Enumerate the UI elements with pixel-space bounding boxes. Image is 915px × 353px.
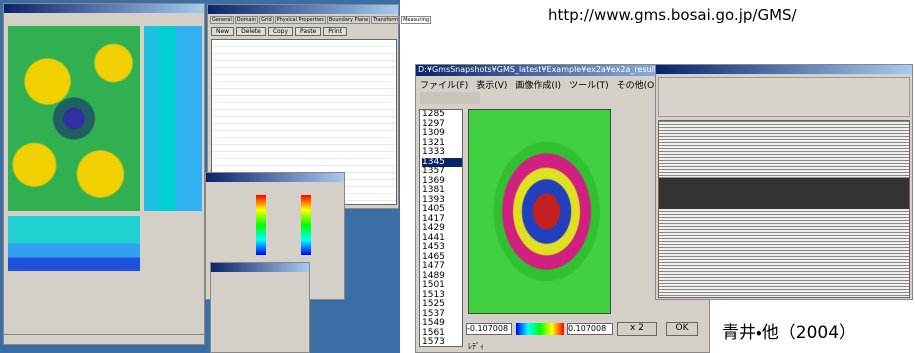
model-window: [3, 3, 205, 345]
button[interactable]: New: [211, 27, 234, 36]
menu-item[interactable]: ツール(T): [569, 78, 609, 91]
color-bar: [516, 323, 564, 335]
button[interactable]: Copy: [268, 27, 293, 36]
min-field[interactable]: -0.107008: [466, 323, 512, 335]
seismogram-window: [655, 64, 913, 300]
title-bar: [206, 173, 344, 182]
control-panel: [658, 77, 910, 117]
title-bar: [4, 4, 204, 13]
tab[interactable]: Transform: [371, 16, 400, 24]
wavefield-map: [468, 109, 611, 314]
map-view: [8, 26, 140, 211]
url-text: http://www.gms.bosai.go.jp/GMS/: [548, 6, 797, 24]
menu-bar: ファイル(F) 表示(V) 画像作成(I) ツール(T) その他(O): [420, 78, 658, 91]
menu-item[interactable]: 画像作成(I): [515, 78, 561, 91]
button[interactable]: Paste: [295, 27, 321, 36]
tab[interactable]: Domain: [235, 16, 258, 24]
color-scale: [256, 195, 266, 255]
title-bar: [208, 5, 398, 14]
frame-item[interactable]: 1573: [422, 338, 462, 347]
menu-item[interactable]: その他(O): [617, 78, 658, 91]
title-bar: [656, 65, 912, 74]
ok-button[interactable]: OK: [666, 322, 698, 336]
section-view: [144, 26, 202, 211]
menu-item[interactable]: ファイル(F): [420, 78, 468, 91]
status-text: ﾚﾃﾞｨ: [468, 341, 484, 352]
tab[interactable]: Physical Properties: [275, 16, 326, 24]
zoom-button[interactable]: x 2: [617, 322, 657, 336]
tab[interactable]: General: [210, 16, 234, 24]
title-bar: [211, 263, 309, 272]
status-bar: [4, 334, 204, 344]
seismogram-traces: [658, 120, 910, 298]
button[interactable]: Print: [323, 27, 347, 36]
toolbar: [420, 92, 480, 104]
tab[interactable]: Grid: [259, 16, 274, 24]
tab[interactable]: Boundary Plane: [327, 16, 370, 24]
button[interactable]: Delete: [236, 27, 266, 36]
color-scale: [301, 195, 311, 255]
profile-view: [8, 216, 140, 271]
page: http://www.gms.bosai.go.jp/GMS/ 青井・他（200…: [0, 0, 915, 353]
caption: 青井・他（2004）: [722, 318, 856, 343]
tab[interactable]: Measuring: [401, 16, 431, 24]
max-field[interactable]: 0.107008: [567, 323, 613, 335]
position-dialog: [210, 262, 310, 353]
menu-item[interactable]: 表示(V): [476, 78, 507, 91]
color-bar-row: -0.107008 0.107008 x 2 OK: [466, 321, 698, 337]
